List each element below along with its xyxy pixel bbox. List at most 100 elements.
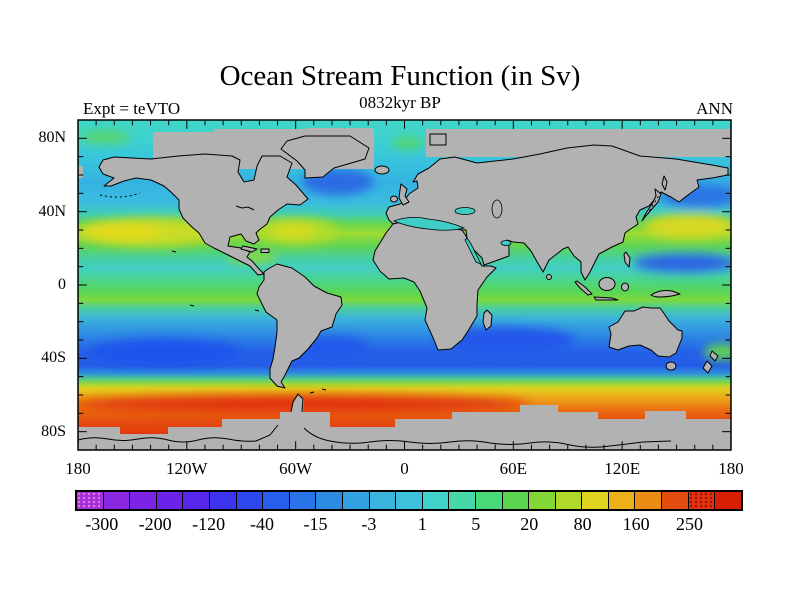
colorbar-cell bbox=[502, 492, 530, 509]
colorbar-cell bbox=[529, 492, 556, 509]
y-axis-label: 80N bbox=[38, 129, 66, 147]
plot-subtitle: 0832kyr BP bbox=[359, 93, 441, 112]
x-axis-label: 60W bbox=[279, 459, 313, 478]
colorbar-cell bbox=[582, 492, 609, 509]
colorbar-cell bbox=[369, 492, 397, 509]
island-sakhalin bbox=[661, 175, 668, 191]
antarctic-coastline-east bbox=[303, 427, 672, 448]
island-svalbard bbox=[429, 133, 447, 146]
gyre-north-pacific-core bbox=[80, 223, 160, 241]
island-sumatra bbox=[574, 280, 593, 296]
colorbar-cell bbox=[263, 492, 290, 509]
gyre-kuroshio bbox=[644, 214, 731, 238]
colorbar-cell bbox=[662, 492, 689, 509]
gyre-north-atlantic-core bbox=[271, 223, 315, 239]
colorbar-label: 5 bbox=[471, 514, 481, 534]
colorbar-label: -3 bbox=[361, 514, 377, 534]
island-java bbox=[593, 296, 619, 301]
colorbar-cell bbox=[688, 492, 716, 509]
colorbar-cell bbox=[289, 492, 317, 509]
island-sulawesi bbox=[621, 282, 629, 292]
island-borneo bbox=[598, 277, 616, 291]
island-madagascar bbox=[482, 309, 493, 331]
continent-south-america bbox=[256, 263, 343, 389]
colorbar-label: -300 bbox=[85, 514, 119, 534]
island-tasmania bbox=[665, 361, 677, 371]
colorbar-cell bbox=[209, 492, 237, 509]
y-axis-labels: 80N 40N 0 40S 80S bbox=[0, 0, 70, 600]
colorbar bbox=[75, 490, 743, 511]
sea-red bbox=[464, 237, 482, 265]
island-ireland bbox=[390, 195, 398, 203]
colorbar-cell bbox=[635, 492, 663, 509]
antarctic-peninsula-outline bbox=[290, 393, 304, 413]
island-iceland bbox=[374, 165, 390, 175]
colorbar-cell bbox=[342, 492, 370, 509]
island-philippines bbox=[623, 251, 631, 268]
experiment-label: Expt = teVTO bbox=[83, 99, 181, 118]
colorbar-cell bbox=[422, 492, 450, 509]
x-axis-label: 120E bbox=[604, 459, 641, 478]
colorbar-cell bbox=[555, 492, 583, 509]
y-axis-label: 0 bbox=[58, 276, 66, 293]
continent-africa bbox=[372, 218, 497, 351]
inland-seas bbox=[392, 199, 512, 265]
colorbar-cell bbox=[396, 492, 423, 509]
x-axis-labels: 180 120W 60W 0 60E 120E 180 bbox=[65, 459, 744, 480]
kuril-islands bbox=[647, 191, 662, 214]
great-lakes bbox=[235, 205, 255, 211]
colorbar-label: -120 bbox=[192, 514, 226, 534]
continent-australia bbox=[608, 306, 683, 358]
colorbar-cell bbox=[449, 492, 476, 509]
coastline-details bbox=[78, 191, 672, 448]
colorbar-label: 20 bbox=[520, 514, 539, 534]
colorbar-label: -15 bbox=[303, 514, 328, 534]
colorbar-label: -40 bbox=[250, 514, 275, 534]
aleutian-islands bbox=[99, 192, 141, 198]
y-axis-label: 40N bbox=[38, 202, 66, 220]
island-sri-lanka bbox=[546, 274, 552, 280]
colorbar-cell bbox=[475, 492, 503, 509]
colorbar-cell bbox=[183, 492, 210, 509]
island-hispaniola bbox=[260, 248, 270, 253]
small-islands-specks bbox=[171, 250, 327, 394]
gyre-south-pacific bbox=[90, 339, 240, 365]
arctic-green-east bbox=[392, 137, 424, 149]
colorbar-cell bbox=[77, 492, 104, 509]
colorbar-label: -200 bbox=[138, 514, 172, 534]
colorbar-cell bbox=[715, 492, 741, 509]
colorbar-cell bbox=[316, 492, 343, 509]
island-japan bbox=[641, 188, 662, 222]
x-axis-label: 180 bbox=[718, 459, 744, 478]
colorbar-cell bbox=[156, 492, 184, 509]
colorbar-cell bbox=[130, 492, 157, 509]
map-frame bbox=[77, 119, 732, 451]
island-new-zealand-north bbox=[709, 350, 719, 362]
island-cuba bbox=[240, 245, 258, 253]
continent-north-america bbox=[98, 153, 309, 276]
gulf-persian bbox=[500, 240, 512, 246]
colorbar-cell bbox=[236, 492, 264, 509]
island-new-zealand-south bbox=[702, 360, 713, 374]
island-new-guinea bbox=[650, 290, 681, 298]
continent-antarctica bbox=[78, 394, 731, 450]
x-axis-label: 180 bbox=[65, 459, 91, 478]
season-label: ANN bbox=[696, 99, 733, 118]
y-axis-label: 80S bbox=[41, 422, 66, 440]
colorbar-label: 1 bbox=[417, 514, 427, 534]
sea-mediterranean bbox=[392, 217, 466, 231]
colorbar-label: 160 bbox=[622, 514, 650, 534]
gyre-blobs bbox=[78, 131, 731, 413]
new-zealand-green bbox=[704, 344, 731, 360]
colorbar-label: 250 bbox=[676, 514, 704, 534]
x-axis-label: 0 bbox=[400, 459, 409, 478]
sea-black bbox=[454, 207, 476, 215]
west-pacific-blue bbox=[633, 254, 731, 272]
land-masses bbox=[78, 128, 731, 450]
colorbar-cell bbox=[103, 492, 131, 509]
acc-red-core bbox=[78, 395, 530, 413]
colorbar-cell bbox=[608, 492, 636, 509]
colorbar-labels: -300 -200 -120 -40 -15 -3 1 5 20 80 160 250 bbox=[75, 515, 743, 537]
